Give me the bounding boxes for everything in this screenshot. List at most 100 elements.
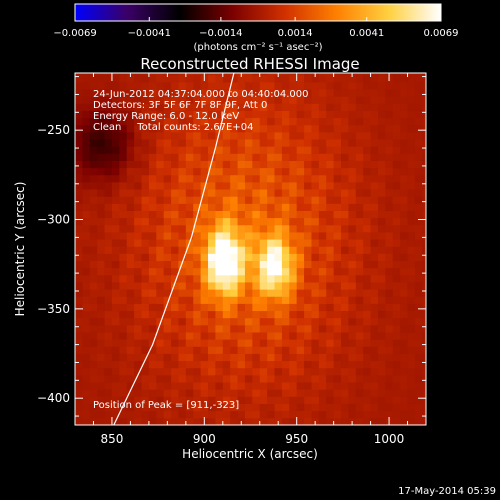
heatmap-cell	[171, 396, 179, 404]
heatmap-cell	[296, 324, 305, 333]
heatmap-cell	[222, 246, 231, 254]
heatmap-cell	[407, 160, 416, 169]
heatmap-cell	[414, 181, 423, 190]
heatmap-cell	[281, 153, 290, 161]
heatmap-cell	[126, 296, 135, 304]
heatmap-cell	[156, 89, 165, 97]
heatmap-cell	[178, 224, 187, 233]
heatmap-cell	[422, 303, 426, 312]
heatmap-cell	[259, 353, 268, 362]
heatmap-cell	[163, 260, 172, 269]
heatmap-cell	[281, 382, 290, 390]
heatmap-cell	[141, 89, 150, 97]
heatmap-cell	[392, 139, 401, 147]
heatmap-cell	[141, 339, 150, 347]
heatmap-cell	[355, 189, 364, 197]
heatmap-cell	[252, 367, 261, 376]
heatmap-cell	[370, 89, 379, 97]
heatmap-cell	[326, 374, 335, 383]
heatmap-cell	[171, 410, 179, 419]
heatmap-cell	[370, 131, 379, 140]
heatmap-cell	[355, 339, 364, 347]
heatmap-cell	[75, 382, 83, 390]
y-tick-label: −300	[37, 213, 70, 227]
heatmap-cell	[311, 196, 320, 204]
heatmap-cell	[89, 81, 98, 90]
heatmap-cell	[259, 403, 268, 412]
heatmap-cell	[363, 81, 371, 90]
heatmap-cell	[296, 332, 305, 340]
heatmap-cell	[289, 374, 298, 383]
heatmap-cell	[252, 74, 261, 83]
heatmap-cell	[363, 289, 371, 297]
heatmap-cell	[281, 389, 290, 397]
heatmap-cell	[244, 160, 253, 169]
heatmap-cell	[208, 382, 216, 390]
heatmap-cell	[208, 239, 216, 247]
heatmap-cell	[104, 74, 113, 83]
heatmap-cell	[141, 174, 150, 183]
heatmap-cell	[222, 367, 231, 376]
heatmap-cell	[377, 389, 386, 397]
heatmap-cell	[400, 210, 408, 219]
heatmap-cell	[230, 239, 238, 247]
heatmap-cell	[89, 289, 98, 297]
heatmap-cell	[193, 282, 202, 290]
heatmap-cell	[318, 260, 327, 269]
info-annotations: 24-Jun-2012 04:37:04.000 to 04:40:04.000…	[93, 89, 309, 411]
heatmap-cell	[355, 110, 364, 119]
heatmap-cell	[274, 332, 283, 340]
heatmap-cell	[385, 89, 394, 97]
heatmap-cell	[348, 153, 357, 161]
heatmap-cell	[407, 232, 416, 240]
heatmap-cell	[111, 196, 120, 204]
heatmap-cell	[407, 246, 416, 254]
heatmap-cell	[208, 139, 216, 147]
heatmap-cell	[237, 317, 246, 326]
heatmap-cell	[82, 217, 91, 226]
heatmap-cell	[348, 103, 357, 111]
heatmap-cell	[89, 232, 98, 240]
heatmap-cell	[392, 81, 401, 90]
heatmap-cell	[185, 339, 194, 347]
heatmap-cell	[156, 332, 165, 340]
heatmap-cell	[222, 167, 231, 176]
heatmap-cell	[200, 174, 209, 183]
heatmap-cell	[407, 289, 416, 297]
heatmap-cell	[377, 403, 386, 412]
heatmap-cell	[355, 203, 364, 211]
heatmap-cell	[385, 196, 394, 204]
heatmap-cell	[185, 103, 194, 111]
heatmap-cell	[326, 353, 335, 362]
heatmap-cell	[193, 389, 202, 397]
heatmap-cell	[208, 89, 216, 97]
heatmap-cell	[318, 403, 327, 412]
heatmap-cell	[89, 303, 98, 312]
heatmap-cell	[178, 210, 187, 219]
heatmap-cell	[97, 410, 105, 419]
heatmap-cell	[200, 210, 209, 219]
heatmap-cell	[156, 117, 165, 126]
heatmap-cell	[89, 196, 98, 204]
heatmap-cell	[208, 360, 216, 369]
heatmap-cell	[82, 282, 91, 290]
heatmap-cell	[400, 332, 408, 340]
heatmap-cell	[193, 217, 202, 226]
heatmap-cell	[163, 96, 172, 104]
heatmap-cell	[348, 239, 357, 247]
heatmap-cell	[385, 289, 394, 297]
heatmap-cell	[304, 339, 312, 347]
heatmap-cell	[296, 296, 305, 304]
heatmap-cell	[141, 224, 150, 233]
heatmap-cell	[267, 146, 275, 154]
heatmap-cell	[148, 224, 157, 233]
heatmap-cell	[355, 146, 364, 154]
heatmap-cell	[126, 289, 135, 297]
heatmap-cell	[244, 167, 253, 176]
heatmap-cell	[422, 346, 426, 354]
heatmap-cell	[126, 117, 135, 126]
heatmap-cell	[289, 382, 298, 390]
heatmap-cell	[259, 246, 268, 254]
colorbar-tick-label: −0.0041	[128, 28, 171, 39]
heatmap-cell	[414, 239, 423, 247]
